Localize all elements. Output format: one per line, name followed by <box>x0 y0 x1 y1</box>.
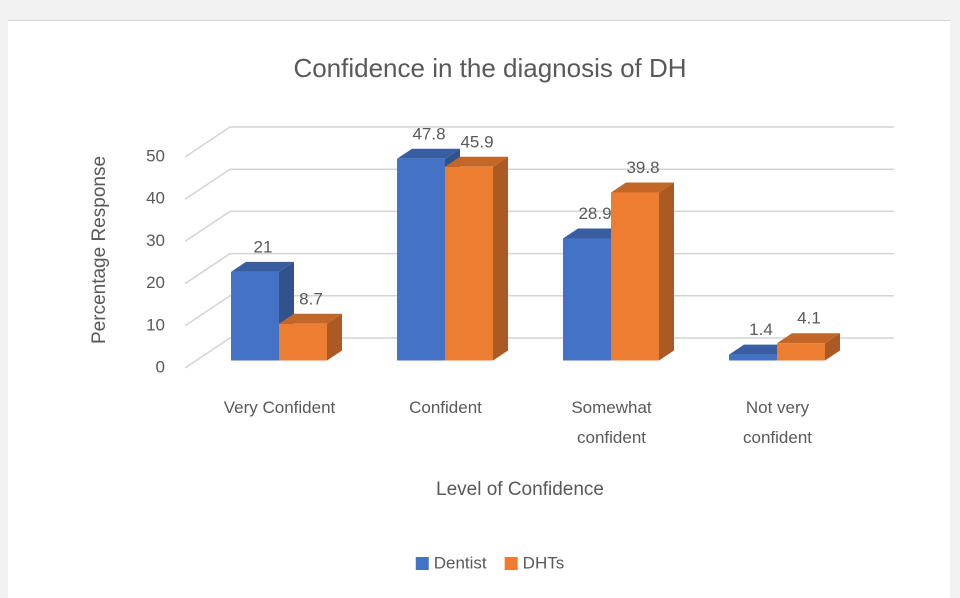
bar <box>231 271 279 361</box>
legend-label: Dentist <box>434 553 487 572</box>
legend-swatch <box>415 557 429 570</box>
bar-top <box>397 148 460 159</box>
bar-side <box>327 313 342 361</box>
bar-top <box>279 313 342 324</box>
value-label: 45.9 <box>460 132 493 151</box>
value-label: 21 <box>254 237 273 256</box>
y-tick-label: 0 <box>156 357 165 376</box>
bar <box>729 354 777 361</box>
bar-top <box>729 344 792 355</box>
bar-top <box>231 261 294 272</box>
grid-line <box>184 210 894 243</box>
grid-line <box>184 168 894 200</box>
bar <box>397 158 445 361</box>
bar-top <box>563 228 626 239</box>
grid-line <box>184 126 894 158</box>
bar-side <box>825 333 840 361</box>
value-label: 28.9 <box>578 204 611 223</box>
x-tick-label: Not very confident <box>743 398 812 447</box>
value-label: 39.8 <box>626 158 659 177</box>
bar-top <box>611 182 674 193</box>
legend-swatch <box>504 557 518 570</box>
bar-top <box>777 333 840 344</box>
value-label: 47.8 <box>412 124 445 143</box>
value-label: 8.7 <box>299 289 323 308</box>
bar <box>777 343 825 361</box>
bar-side <box>659 182 674 361</box>
value-label: 4.1 <box>797 309 821 328</box>
y-tick-label: 30 <box>146 231 165 250</box>
x-axis-title: Level of Confidence <box>436 479 604 500</box>
bar <box>279 323 327 361</box>
bar-top <box>445 156 508 167</box>
y-tick-label: 20 <box>146 273 165 292</box>
y-tick-label: 10 <box>146 315 165 334</box>
legend-label: DHTs <box>523 553 565 572</box>
bar <box>611 192 659 361</box>
value-label: 1.4 <box>749 320 773 339</box>
bar <box>445 166 493 361</box>
y-tick-label: 50 <box>146 146 165 165</box>
chart-title: Confidence in the diagnosis of DH <box>293 53 686 83</box>
x-tick-label: Confident <box>409 398 482 417</box>
bar <box>563 238 611 361</box>
bar-side <box>493 156 508 361</box>
y-tick-label: 40 <box>146 189 165 208</box>
x-tick-label: Somewhat confident <box>571 398 652 447</box>
y-axis-title: Percentage Response <box>89 156 110 344</box>
x-tick-label: Very Confident <box>223 398 336 417</box>
